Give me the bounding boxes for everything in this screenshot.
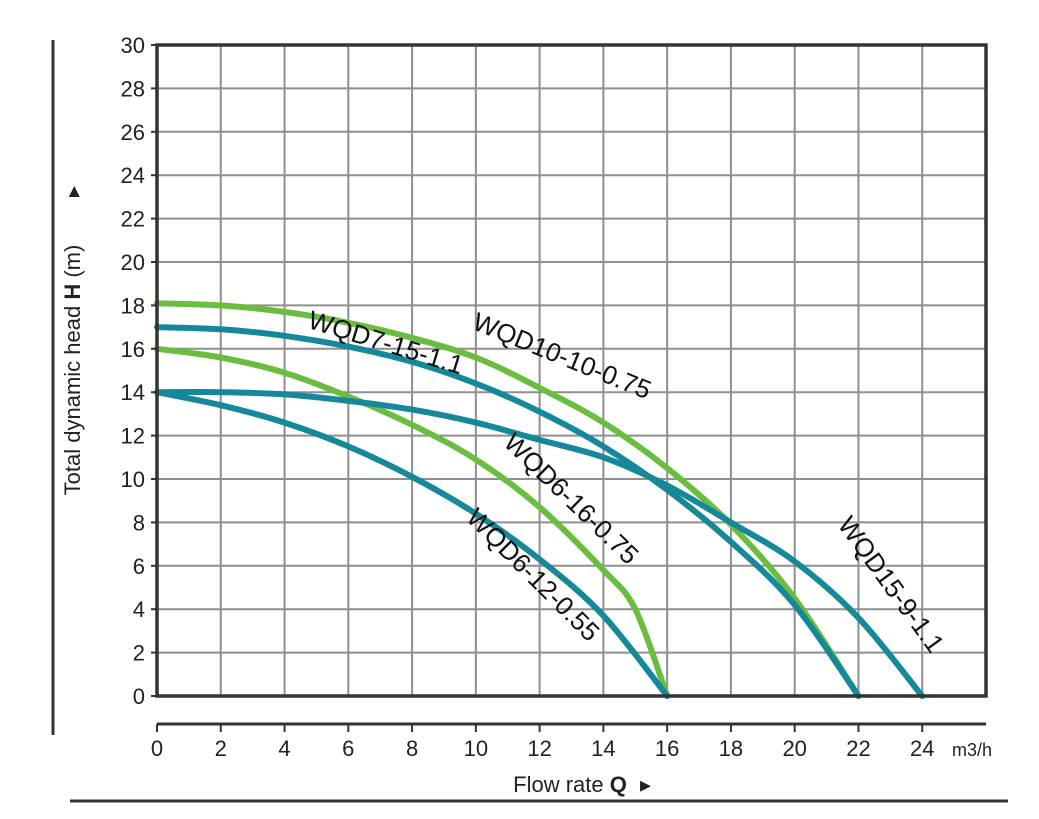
y-tick-label: 4 <box>133 597 145 622</box>
x-tick-label: 8 <box>406 736 418 761</box>
y-axis-title: Total dynamic head H (m) <box>60 245 85 496</box>
x-tick-label: 0 <box>151 736 163 761</box>
y-tick-label: 14 <box>121 380 145 405</box>
x-tick-label: 10 <box>464 736 488 761</box>
performance-curves <box>154 300 926 699</box>
x-tick-label: 18 <box>719 736 743 761</box>
curve-labels: WQD10-10-0.75WQD7-15-1.1WQD6-16-0.75WQD6… <box>305 305 951 659</box>
y-axis-title-prefix: Total dynamic head <box>60 300 85 496</box>
y-tick-label: 16 <box>121 337 145 362</box>
x-tick-label: 6 <box>342 736 354 761</box>
x-tick-label: 20 <box>782 736 806 761</box>
y-tick-label: 18 <box>121 293 145 318</box>
x-tick-label: 16 <box>655 736 679 761</box>
y-tick-label: 28 <box>121 76 145 101</box>
curve-wqd7-15-1-1 <box>154 324 862 699</box>
y-tick-label: 22 <box>121 207 145 232</box>
y-tick-label: 2 <box>133 641 145 666</box>
curve-wqd10-10-0-75 <box>154 300 862 699</box>
plot-border <box>155 43 988 698</box>
y-tick-label: 12 <box>121 424 145 449</box>
x-axis-title-symbol: Q <box>610 772 627 797</box>
x-axis-unit-label: m3/h <box>952 740 992 760</box>
x-tick-label: 14 <box>591 736 615 761</box>
curve-wqd6-12-0-55 <box>154 389 671 699</box>
y-tick-label: 8 <box>133 510 145 535</box>
y-tick-label: 26 <box>121 120 145 145</box>
x-axis-arrow: ▸ <box>640 772 651 797</box>
x-tick-label: 2 <box>215 736 227 761</box>
y-tick-label: 6 <box>133 554 145 579</box>
x-tick-label: 12 <box>527 736 551 761</box>
y-axis-title-symbol: H <box>60 284 85 300</box>
x-tick-label: 22 <box>846 736 870 761</box>
curve-label: WQD15-9-1.1 <box>832 511 951 658</box>
y-axis-title-suffix: (m) <box>60 245 85 284</box>
x-axis-tick-labels: 0 2 4 6 8 10 12 14 16 18 20 22 24 <box>151 736 935 761</box>
x-axis-title: Flow rate Q <box>513 772 627 797</box>
grid <box>157 45 986 696</box>
x-tick-label: 4 <box>278 736 290 761</box>
y-tick-label: 20 <box>121 250 145 275</box>
x-axis-title-prefix: Flow rate <box>513 772 610 797</box>
curve-wqd15-9-1-1 <box>154 389 926 699</box>
x-axis <box>156 722 986 732</box>
y-tick-label: 0 <box>133 684 145 709</box>
y-axis-arrow: ▸ <box>60 186 85 197</box>
y-tick-label: 24 <box>121 163 145 188</box>
y-tick-label: 30 <box>121 33 145 58</box>
x-tick-label: 24 <box>910 736 934 761</box>
plot-frame <box>155 43 988 698</box>
curve-wqd6-16-0-75 <box>154 345 671 699</box>
y-tick-label: 10 <box>121 467 145 492</box>
